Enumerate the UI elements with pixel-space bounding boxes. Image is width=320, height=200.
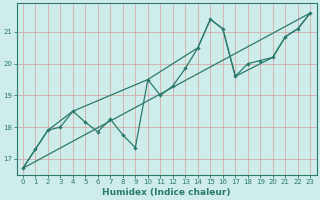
X-axis label: Humidex (Indice chaleur): Humidex (Indice chaleur) <box>102 188 231 197</box>
